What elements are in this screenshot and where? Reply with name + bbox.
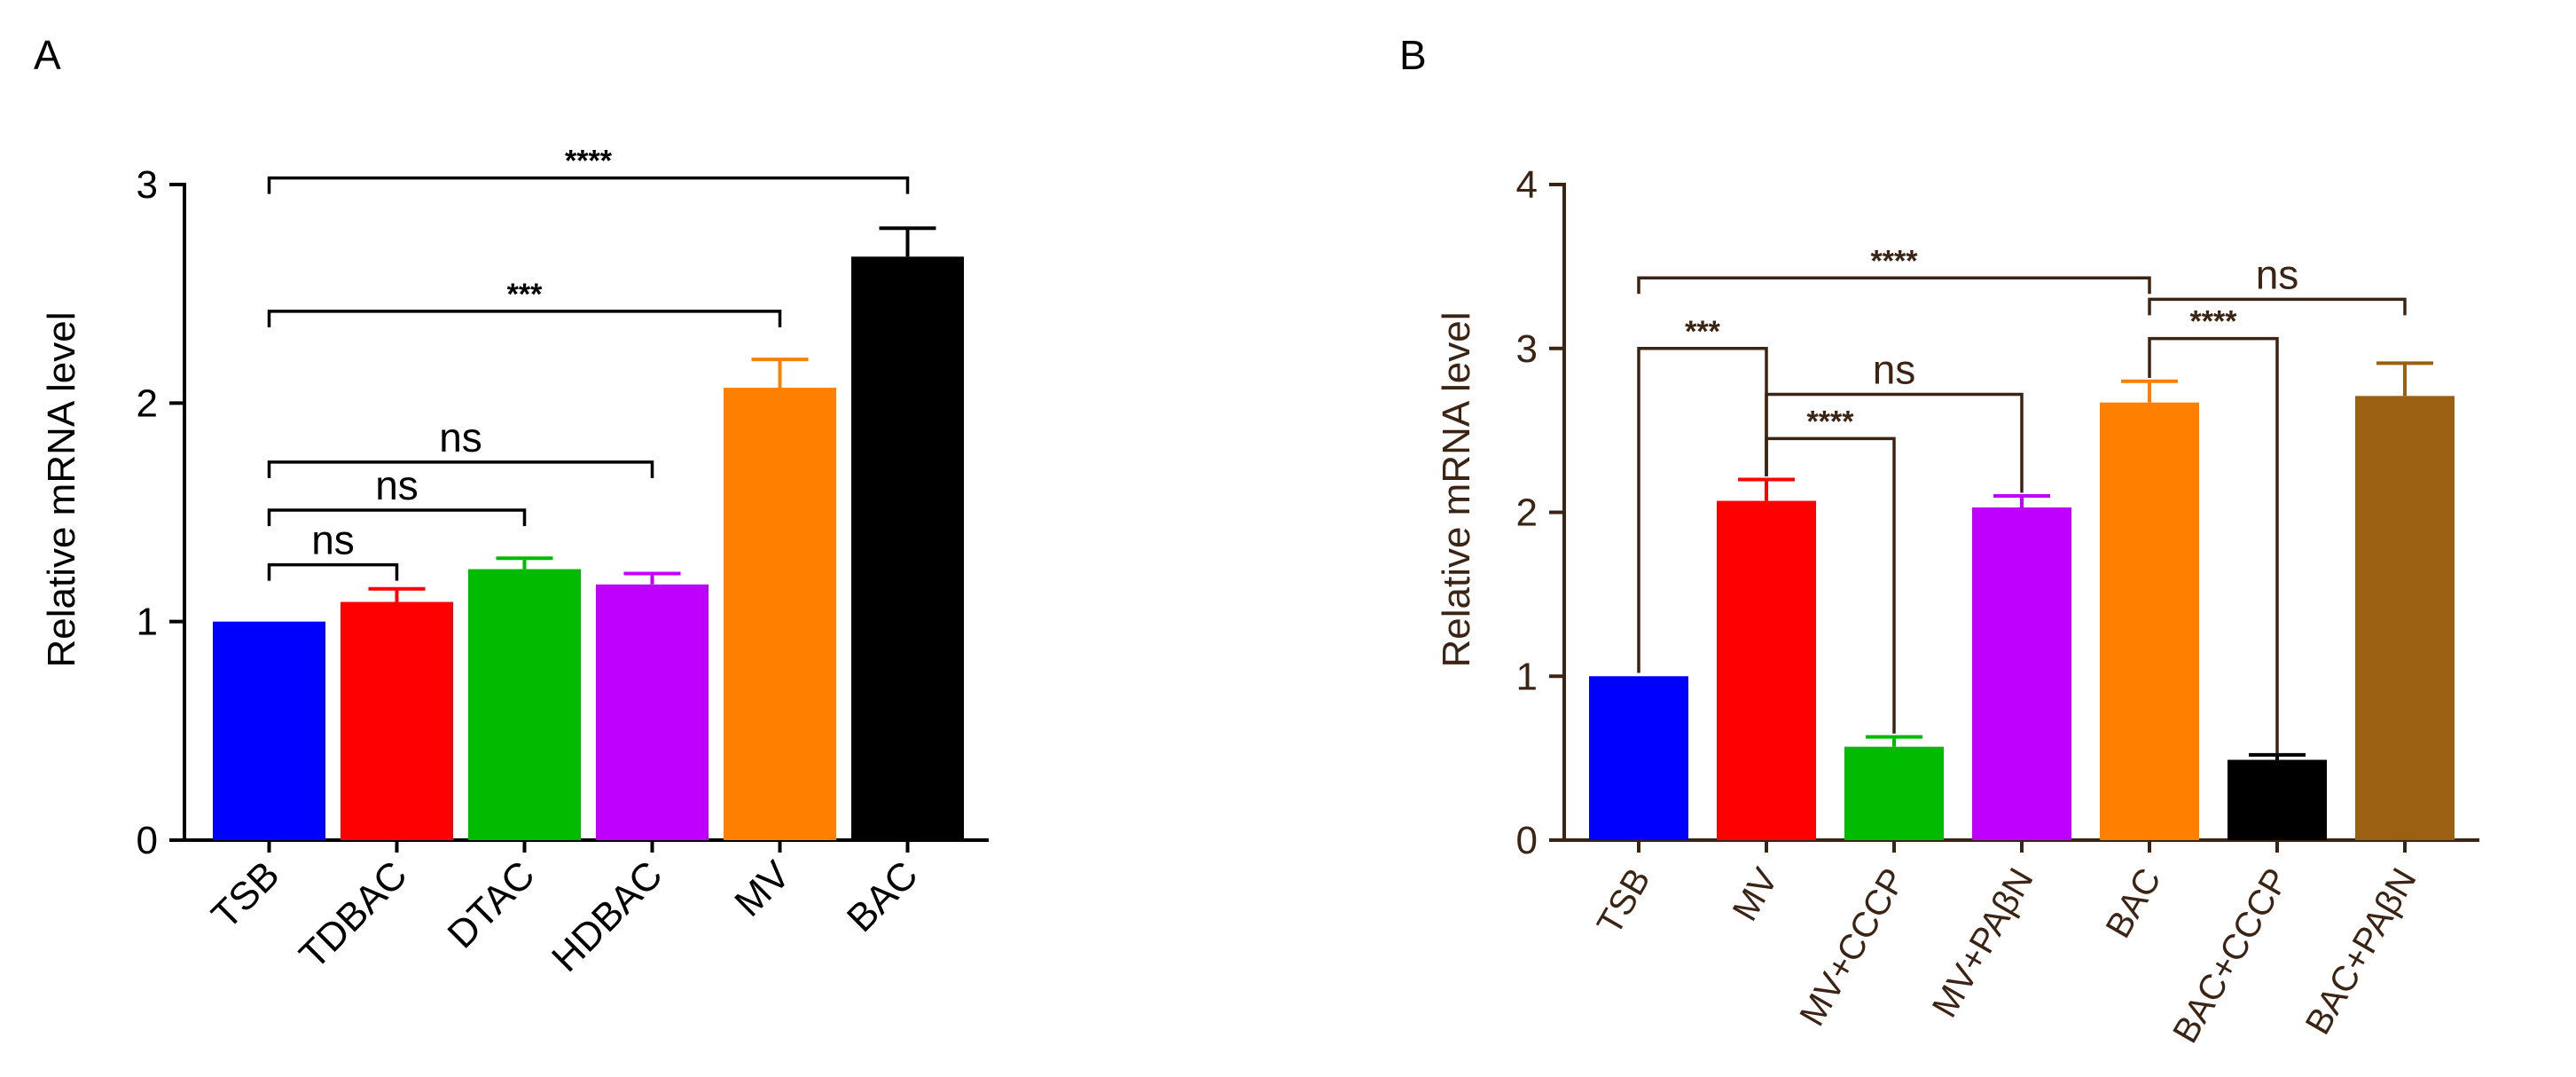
bar-MV (1717, 500, 1816, 840)
bar-HDBAC (596, 584, 709, 840)
category-label: BAC+PAβN (2298, 862, 2424, 1042)
significance-label: ns (2256, 251, 2299, 297)
category-label: TSB (1590, 862, 1658, 941)
significance-bracket (2148, 336, 2279, 754)
category-label: MV+PAβN (1925, 862, 2041, 1025)
panel-a-chart: A Relative mRNA level 0 1 2 3 TSB TDBAC DTAC HD… (34, 32, 989, 980)
significance-label: **** (565, 145, 613, 178)
panel-label-b: B (1399, 32, 1427, 78)
bar-BAC+PAβN (2355, 396, 2455, 840)
significance-bracket (267, 562, 399, 581)
y-tick-label: 0 (1516, 819, 1538, 862)
category-label: DTAC (440, 853, 544, 956)
panel-b-chart: B Relative mRNA level 0 1 2 3 4 TSB MV MV+CCCP M… (1399, 32, 2479, 1049)
y-tick-label: 2 (137, 381, 158, 425)
bar-MV+CCCP (1844, 746, 1944, 840)
significance-label: ns (311, 517, 355, 563)
category-label: MV (1726, 861, 1786, 927)
bar-TSB (213, 621, 325, 840)
category-label: HDBAC (544, 853, 671, 980)
bar-BAC (851, 256, 964, 840)
category-label: BAC (839, 853, 927, 940)
significance-bracket (2148, 297, 2407, 316)
bar-BAC (2100, 402, 2199, 840)
significance-bracket (267, 310, 782, 327)
bar-TDBAC (341, 601, 453, 840)
y-tick-label: 3 (1516, 327, 1538, 371)
significance-label: *** (1685, 315, 1720, 349)
bar-MV+PAβN (1972, 507, 2071, 840)
y-tick-label: 2 (1516, 491, 1538, 535)
significance-label: *** (507, 278, 543, 311)
category-label: BAC+CCCP (2165, 862, 2297, 1050)
significance-label: **** (1871, 244, 1919, 278)
significance-bracket (267, 508, 527, 527)
bar-BAC+CCCP (2228, 759, 2327, 840)
category-label: TDBAC (291, 853, 415, 977)
y-tick-label: 1 (1516, 655, 1538, 698)
significance-label: **** (1807, 405, 1855, 438)
panel-label-a: A (34, 32, 61, 78)
significance-label: ns (439, 414, 482, 460)
significance-label: **** (2190, 305, 2238, 339)
significance-bracket (1765, 392, 2024, 493)
significance-label: ns (1873, 346, 1916, 392)
y-tick-label: 0 (137, 819, 158, 862)
category-label: BAC (2099, 862, 2169, 945)
significance-bracket (267, 460, 654, 478)
significance-label: ns (375, 462, 419, 508)
category-label: MV+CCCP (1792, 862, 1913, 1033)
category-label: MV (726, 853, 799, 925)
significance-bracket (1765, 436, 1896, 734)
y-tick-label: 3 (137, 163, 158, 207)
y-axis-label-a: Relative mRNA level (40, 311, 83, 667)
y-axis-label-b: Relative mRNA level (1435, 311, 1478, 667)
bar-MV (724, 388, 836, 840)
category-label: TSB (203, 853, 287, 937)
y-tick-label: 4 (1516, 163, 1538, 207)
significance-bracket (1637, 276, 2151, 295)
bar-DTAC (468, 569, 581, 840)
y-tick-label: 1 (137, 601, 158, 644)
significance-bracket (267, 176, 910, 194)
bar-TSB (1589, 676, 1688, 840)
